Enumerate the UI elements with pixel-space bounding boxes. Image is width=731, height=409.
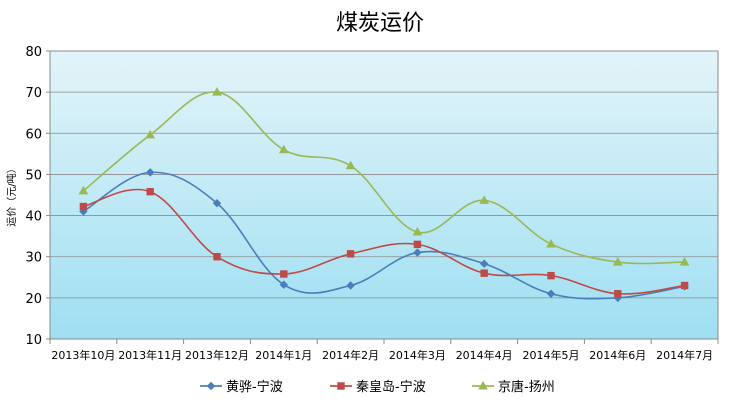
y-axis-label: 运价（元/吨） <box>5 163 18 226</box>
data-point-series-2 <box>280 270 288 278</box>
data-point-series-2 <box>79 202 88 211</box>
data-point-series-1 <box>212 199 222 208</box>
y-tick-label: 20 <box>25 292 42 307</box>
data-point-series-3 <box>479 195 490 204</box>
legend-marker-1 <box>206 381 216 391</box>
data-point-series-2 <box>480 269 488 277</box>
legend-label-3: 京唐-扬州 <box>498 379 555 395</box>
data-point-series-1 <box>346 281 355 290</box>
data-point-series-1 <box>413 248 422 257</box>
data-point-series-2 <box>680 281 689 290</box>
x-tick-label: 2014年7月 <box>656 348 713 362</box>
y-tick-label: 40 <box>25 210 42 225</box>
data-point-series-2 <box>413 240 422 249</box>
data-point-series-3 <box>78 185 89 195</box>
legend-marker-3 <box>478 380 488 390</box>
y-tick-label: 80 <box>25 45 42 60</box>
legend-label-1: 黄骅-宁波 <box>226 379 283 395</box>
series-line-3 <box>82 91 685 265</box>
data-point-series-2 <box>547 271 555 280</box>
data-point-series-3 <box>345 160 356 170</box>
series-line-1 <box>82 171 685 300</box>
data-point-series-1 <box>279 280 289 289</box>
x-tick-label: 2014年2月 <box>322 348 379 362</box>
x-tick-label: 2013年10月 <box>51 348 115 362</box>
y-tick-label: 50 <box>25 168 42 183</box>
data-point-series-1 <box>145 168 155 177</box>
y-tick-label: 10 <box>25 333 42 348</box>
data-point-series-3 <box>412 227 423 236</box>
legend-label-2: 秦皇岛-宁波 <box>356 379 426 395</box>
data-point-series-3 <box>612 257 623 266</box>
series-line-2 <box>83 188 685 295</box>
chart-title: 煤炭运价 <box>336 11 424 36</box>
data-point-series-3 <box>679 257 690 266</box>
data-point-series-1 <box>546 289 556 298</box>
legend-marker-2 <box>337 382 345 390</box>
x-tick-label: 2014年5月 <box>523 348 580 362</box>
data-point-series-2 <box>346 250 355 258</box>
y-tick-label: 70 <box>25 86 42 101</box>
x-tick-label: 2014年1月 <box>255 348 312 362</box>
x-tick-label: 2014年3月 <box>389 348 446 362</box>
data-point-series-3 <box>546 238 556 248</box>
data-point-series-2 <box>146 188 154 196</box>
y-tick-label: 30 <box>25 251 42 266</box>
data-point-series-2 <box>213 253 221 261</box>
y-tick-label: 60 <box>25 127 42 142</box>
data-point-series-3 <box>212 87 222 96</box>
data-point-series-3 <box>145 129 156 139</box>
x-tick-label: 2014年6月 <box>589 348 646 362</box>
data-point-series-1 <box>479 259 489 268</box>
data-point-series-2 <box>614 290 622 298</box>
data-point-series-3 <box>278 144 289 154</box>
x-tick-label: 2013年11月 <box>118 348 182 362</box>
x-tick-label: 2014年4月 <box>456 348 513 362</box>
plot-area <box>49 50 719 340</box>
x-tick-label: 2013年12月 <box>185 348 249 362</box>
